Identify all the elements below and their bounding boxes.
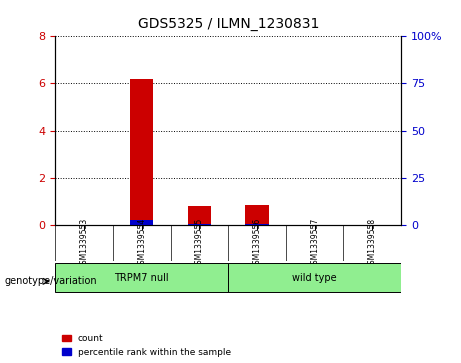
Bar — [130, 79, 153, 225]
Legend: count, percentile rank within the sample: count, percentile rank within the sample — [60, 333, 233, 359]
Text: GSM1339557: GSM1339557 — [310, 217, 319, 269]
Text: TRPM7 null: TRPM7 null — [114, 273, 169, 283]
Text: GSM1339555: GSM1339555 — [195, 217, 204, 269]
Text: GSM1339556: GSM1339556 — [253, 217, 261, 269]
Text: GSM1339558: GSM1339558 — [368, 218, 377, 269]
Text: GSM1339553: GSM1339553 — [80, 217, 89, 269]
Bar — [188, 224, 211, 225]
Bar — [245, 224, 268, 225]
Text: wild type: wild type — [292, 273, 337, 283]
Bar — [188, 206, 211, 225]
Bar — [130, 220, 153, 225]
Text: genotype/variation: genotype/variation — [5, 276, 97, 286]
Title: GDS5325 / ILMN_1230831: GDS5325 / ILMN_1230831 — [137, 17, 319, 31]
Bar — [245, 205, 268, 225]
FancyBboxPatch shape — [55, 263, 228, 293]
Text: GSM1339554: GSM1339554 — [137, 217, 146, 269]
FancyBboxPatch shape — [228, 263, 401, 293]
